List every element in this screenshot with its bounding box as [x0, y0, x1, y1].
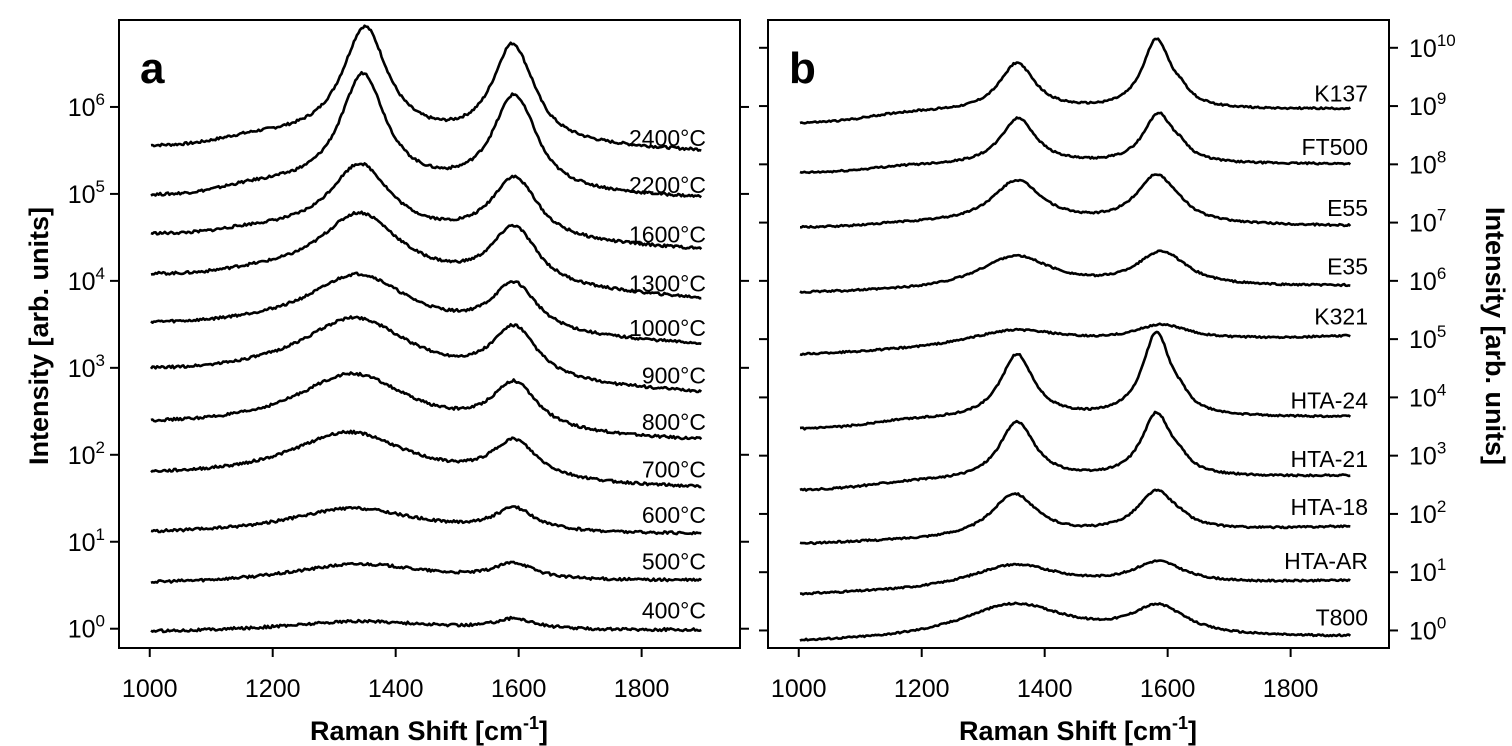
panel-a-frame — [118, 19, 741, 649]
panel-b-x-tick-label: 1200 — [894, 675, 950, 703]
panel-b-frame — [767, 19, 1390, 649]
panel-a-series-line — [150, 271, 702, 346]
panel-b-y-axis-title: Intensity [arb. units] — [1480, 207, 1510, 465]
panel-a-series-label: 1000°C — [629, 315, 706, 341]
panel-a-series-label: 2200°C — [629, 172, 706, 198]
panel-a-series-label: 900°C — [642, 363, 706, 389]
panel-a-series-label: 700°C — [642, 456, 706, 482]
panel-b-y-tick-label: 108 — [1409, 147, 1446, 179]
panel-b-y-tick-label: 105 — [1409, 322, 1446, 354]
panel-b-series-line — [799, 111, 1352, 175]
panel-a-series-label: 800°C — [642, 409, 706, 435]
panel-a-marks: 1000 1200 1400 1600 1800 100 101 102 103 104 105 10… — [68, 24, 749, 703]
panel-a-series-label: 600°C — [642, 502, 706, 528]
panel-a-series-line — [150, 210, 702, 300]
panel-b-series-label: HTA-18 — [1290, 494, 1368, 520]
panel-a-x-tick-label: 1600 — [491, 675, 547, 703]
panel-b-y-tick-label: 100 — [1409, 613, 1446, 645]
panel-b-series-line — [799, 322, 1351, 357]
panel-b-series-label: HTA-21 — [1290, 446, 1368, 472]
panel-a-x-tick-label: 1000 — [122, 675, 178, 703]
panel-b-series-label: HTA-24 — [1290, 388, 1368, 414]
panel-b-series-line — [799, 410, 1351, 492]
panel-b-y-tick-label: 109 — [1409, 89, 1446, 121]
panel-b-marks: 1000 1200 1400 1600 1800 100 101 102 103 104 105 10… — [759, 31, 1456, 703]
panel-a-letter: a — [140, 44, 165, 93]
panel-a-y-tick-label: 103 — [68, 351, 105, 383]
panel-a-series-label: 1300°C — [629, 270, 706, 296]
panel-b-y-tick-label: 101 — [1409, 555, 1446, 587]
panel-b-series-label: T800 — [1316, 605, 1368, 631]
panel-b-series-line — [799, 330, 1352, 431]
panel-a-series-label: 500°C — [642, 548, 706, 574]
panel-a-x-axis-title: Raman Shift [cm-1] — [310, 713, 548, 746]
panel-a-series-line — [150, 560, 703, 585]
panel-b-x-tick-label: 1000 — [771, 675, 827, 703]
panel-a-series-line — [150, 505, 702, 536]
panel-b-series-line — [799, 601, 1352, 642]
panel-b-y-tick-label: 102 — [1409, 497, 1446, 529]
panel-b-series-label: E55 — [1327, 195, 1368, 221]
panel-b-x-tick-label: 1800 — [1263, 675, 1319, 703]
panel-b: b Raman Shift [cm-1] Intensity [arb. uni… — [759, 19, 1510, 746]
panel-b-series-label: E35 — [1327, 254, 1368, 280]
panel-a-y-tick-label: 100 — [68, 612, 105, 644]
panel-b-series-line — [799, 37, 1352, 125]
panel-b-y-tick-label: 106 — [1409, 264, 1446, 296]
panel-b-y-tick-label: 103 — [1409, 439, 1446, 471]
panel-a-series-line — [150, 24, 702, 152]
panel-a-series-label: 2400°C — [629, 125, 706, 151]
panel-a-series-line — [150, 429, 702, 489]
panel-a-series-line — [149, 315, 703, 394]
panel-b-series-line — [799, 488, 1351, 546]
panel-a-y-tick-label: 106 — [68, 90, 105, 122]
panel-b-y-tick-label: 107 — [1409, 206, 1446, 238]
panel-b-x-tick-label: 1400 — [1017, 675, 1073, 703]
panel-b-series-line — [799, 249, 1351, 294]
panel-b-series-line — [799, 559, 1351, 596]
panel-a-series-label: 400°C — [642, 598, 706, 624]
panel-b-series-label: FT500 — [1302, 134, 1368, 160]
panel-a-series-line — [150, 615, 702, 634]
panel-a-x-tick-label: 1800 — [614, 675, 670, 703]
panel-b-x-axis-title: Raman Shift [cm-1] — [959, 713, 1197, 746]
panel-a-x-tick-label: 1200 — [245, 675, 301, 703]
panel-a-series-line — [150, 371, 703, 441]
panel-b-x-tick-label: 1600 — [1140, 675, 1196, 703]
panel-a-y-tick-label: 102 — [68, 438, 105, 470]
panel-a: a Raman Shift [cm-1] Intensity [arb. uni… — [24, 19, 749, 746]
panel-a-y-tick-label: 101 — [68, 525, 105, 557]
panel-b-series-label: K137 — [1314, 80, 1368, 106]
panel-a-y-axis-title: Intensity [arb. units] — [24, 207, 54, 465]
panel-a-y-tick-label: 105 — [68, 177, 105, 209]
panel-a-x-tick-label: 1400 — [368, 675, 424, 703]
panel-a-y-tick-label: 104 — [68, 264, 105, 296]
panel-b-y-tick-label: 104 — [1409, 380, 1446, 412]
panel-b-series-label: HTA-AR — [1284, 548, 1368, 574]
panel-a-series-line — [150, 71, 702, 199]
panel-b-series-label: K321 — [1314, 304, 1368, 330]
panel-a-series-line — [150, 162, 703, 251]
panel-b-y-tick-label: 1010 — [1409, 31, 1456, 63]
panel-b-series-line — [800, 173, 1352, 229]
panel-b-letter: b — [789, 44, 816, 93]
panel-a-series-label: 1600°C — [629, 222, 706, 248]
